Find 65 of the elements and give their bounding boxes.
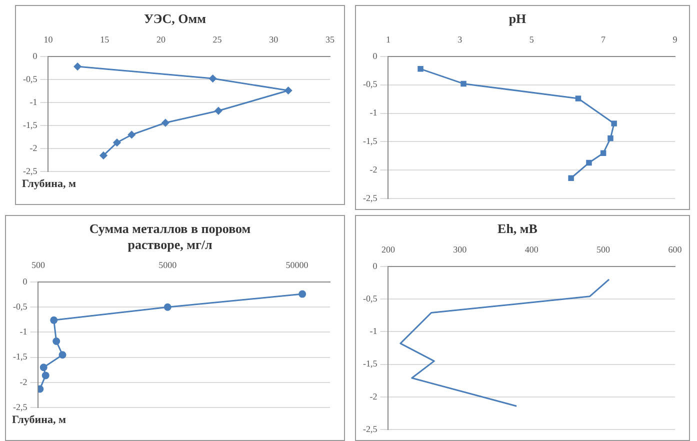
y-tick-label: -2,5	[362, 192, 378, 203]
y-tick-label: -0,5	[362, 79, 378, 90]
x-tick-label: 9	[672, 34, 678, 44]
y-tick-label: -0,5	[22, 74, 38, 84]
y-tick-label: -1	[370, 326, 378, 336]
y-tick-label: -0,5	[362, 293, 378, 304]
x-tick-label: 3	[458, 34, 463, 44]
y-tick-label: 0	[22, 276, 28, 286]
point	[611, 120, 617, 126]
x-tick-label: 5	[529, 34, 534, 44]
y-tick-label: -1,5	[362, 358, 378, 369]
y-tick-label: -1	[20, 326, 28, 337]
point	[575, 96, 582, 102]
y-tick-label: -2,5	[362, 424, 378, 434]
y-tick-label: -2	[30, 142, 38, 153]
x-tick-label: 5000	[158, 260, 178, 270]
x-tick-label: 20	[156, 34, 166, 44]
x-tick-label: 50000	[286, 260, 309, 270]
y-tick-label: -1,5	[12, 352, 28, 362]
y-tick-label: -0,5	[12, 301, 28, 312]
y-tick-label: 0	[32, 50, 38, 61]
y-tick-label: -1	[370, 108, 378, 118]
point	[460, 80, 466, 87]
y-tick-label: -2,5	[12, 402, 28, 412]
chart-title: Сумма металлов в поровом растворе, мг/л	[89, 221, 251, 252]
x-tick-label: 15	[100, 34, 110, 44]
y-tick-label: -1	[30, 96, 38, 107]
y-axis-title: Глубина, м	[12, 414, 67, 426]
chart-title: Eh, мВ	[498, 221, 538, 236]
x-tick-label: 300	[453, 244, 468, 254]
x-tick-label: 500	[596, 244, 611, 254]
x-tick-label: 30	[269, 34, 279, 44]
y-tick-label: -2	[20, 376, 28, 387]
point	[600, 150, 606, 156]
y-tick-label: -1,5	[22, 120, 38, 130]
y-tick-label: 0	[372, 50, 378, 61]
x-tick-label: 500	[31, 260, 46, 270]
x-tick-label: 400	[524, 244, 539, 254]
point	[608, 135, 614, 142]
point	[74, 62, 82, 70]
point	[209, 74, 217, 82]
point	[100, 152, 108, 160]
point	[568, 175, 574, 181]
x-tick-label: 25	[212, 34, 222, 44]
y-axis-title: Глубина, м	[22, 178, 77, 190]
x-tick-label: 200	[381, 244, 396, 254]
point	[284, 86, 292, 94]
y-tick-label: -1,5	[362, 136, 378, 146]
chart-title: pH	[508, 11, 526, 26]
y-tick-label: 0	[372, 260, 378, 271]
x-tick-label: 35	[326, 34, 335, 44]
point	[418, 66, 424, 72]
point	[128, 130, 136, 138]
chart-title: УЭС, Омм	[144, 11, 206, 26]
point	[586, 160, 592, 166]
point	[162, 119, 170, 127]
point	[113, 138, 121, 146]
y-tick-label: -2,5	[22, 166, 38, 176]
x-tick-label: 1	[386, 34, 390, 44]
x-tick-label: 600	[668, 244, 682, 254]
x-tick-label: 7	[601, 34, 606, 44]
x-tick-label: 10	[44, 34, 54, 44]
point	[214, 107, 222, 115]
y-tick-label: -2	[370, 391, 378, 402]
y-tick-label: -2	[370, 164, 378, 175]
